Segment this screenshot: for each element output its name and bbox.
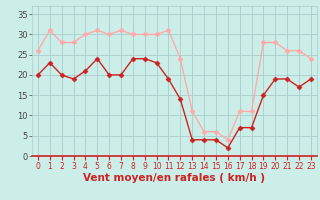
X-axis label: Vent moyen/en rafales ( km/h ): Vent moyen/en rafales ( km/h ) bbox=[84, 173, 265, 183]
